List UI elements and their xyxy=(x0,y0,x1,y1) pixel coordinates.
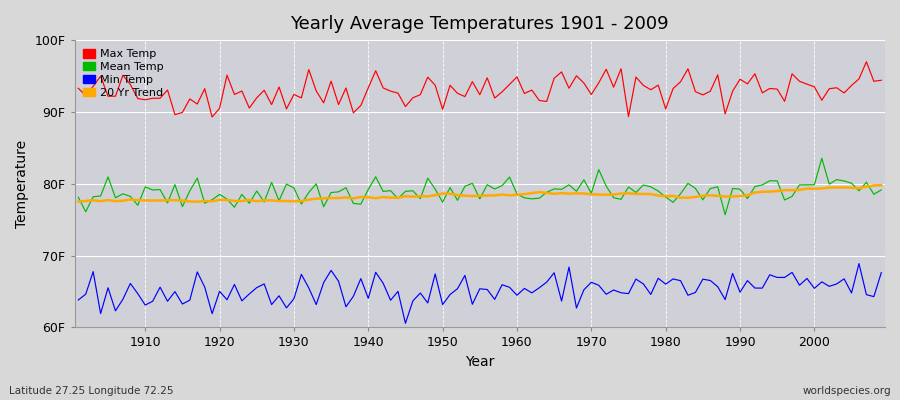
Y-axis label: Temperature: Temperature xyxy=(15,140,29,228)
Text: Latitude 27.25 Longitude 72.25: Latitude 27.25 Longitude 72.25 xyxy=(9,386,174,396)
Text: worldspecies.org: worldspecies.org xyxy=(803,386,891,396)
X-axis label: Year: Year xyxy=(465,355,494,369)
Legend: Max Temp, Mean Temp, Min Temp, 20 Yr Trend: Max Temp, Mean Temp, Min Temp, 20 Yr Tre… xyxy=(80,46,167,101)
Title: Yearly Average Temperatures 1901 - 2009: Yearly Average Temperatures 1901 - 2009 xyxy=(291,15,669,33)
